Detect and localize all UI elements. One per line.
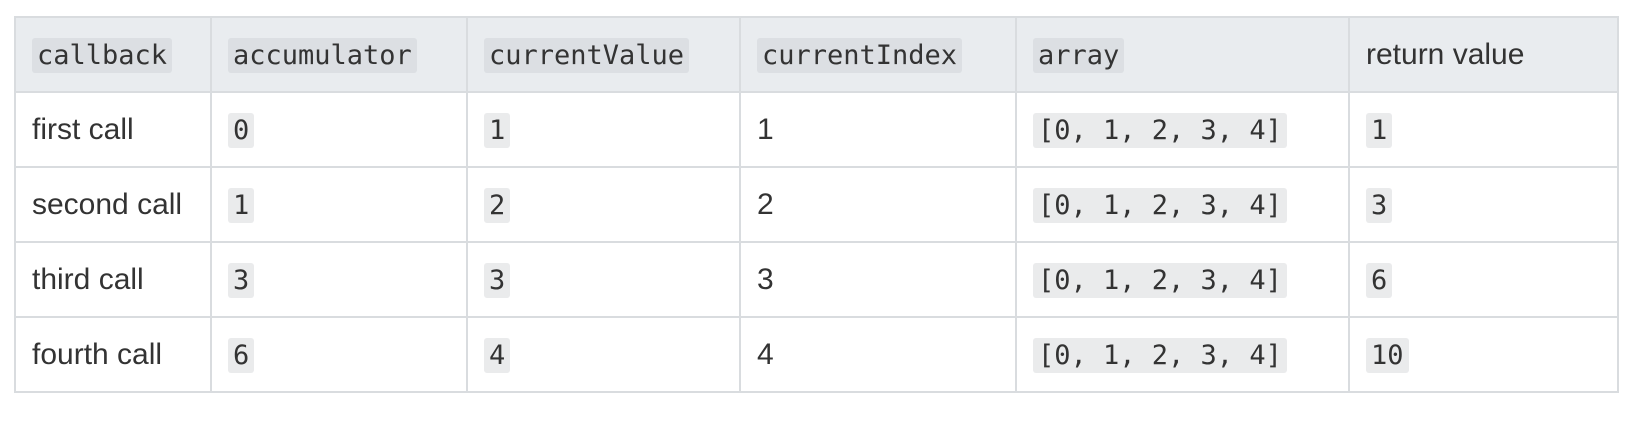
cell-current-value: 1 bbox=[466, 91, 741, 168]
cell-accumulator: 0 bbox=[210, 91, 468, 168]
table-row: first call 0 1 1 [0, 1, 2, 3, 4] 1 bbox=[14, 91, 1619, 168]
header-return-value-text: return value bbox=[1366, 37, 1525, 71]
header-current-value: currentValue bbox=[466, 16, 741, 93]
table-row: fourth call 6 4 4 [0, 1, 2, 3, 4] 10 bbox=[14, 316, 1619, 393]
cell-callback: fourth call bbox=[14, 316, 212, 393]
array-code: [0, 1, 2, 3, 4] bbox=[1033, 187, 1287, 223]
cell-accumulator: 3 bbox=[210, 241, 468, 318]
current-value-code: 2 bbox=[484, 187, 511, 223]
array-code: [0, 1, 2, 3, 4] bbox=[1033, 337, 1287, 373]
cell-current-value: 2 bbox=[466, 166, 741, 243]
header-current-value-code: currentValue bbox=[484, 37, 690, 73]
array-code: [0, 1, 2, 3, 4] bbox=[1033, 112, 1287, 148]
cell-return-value: 3 bbox=[1348, 166, 1619, 243]
accumulator-code: 0 bbox=[228, 112, 255, 148]
cell-array: [0, 1, 2, 3, 4] bbox=[1015, 316, 1350, 393]
table-header-row: callback accumulator currentValue curren… bbox=[14, 16, 1619, 93]
cell-callback: first call bbox=[14, 91, 212, 168]
cell-current-index: 4 bbox=[739, 316, 1017, 393]
cell-array: [0, 1, 2, 3, 4] bbox=[1015, 166, 1350, 243]
header-array: array bbox=[1015, 16, 1350, 93]
header-accumulator: accumulator bbox=[210, 16, 468, 93]
header-array-code: array bbox=[1033, 37, 1125, 73]
header-current-index-code: currentIndex bbox=[757, 37, 963, 73]
header-current-index: currentIndex bbox=[739, 16, 1017, 93]
cell-callback: third call bbox=[14, 241, 212, 318]
cell-return-value: 10 bbox=[1348, 316, 1619, 393]
return-value-code: 1 bbox=[1366, 112, 1393, 148]
current-value-code: 1 bbox=[484, 112, 511, 148]
table-row: third call 3 3 3 [0, 1, 2, 3, 4] 6 bbox=[14, 241, 1619, 318]
current-value-code: 3 bbox=[484, 262, 511, 298]
cell-array: [0, 1, 2, 3, 4] bbox=[1015, 241, 1350, 318]
return-value-code: 10 bbox=[1366, 337, 1409, 373]
cell-current-index: 2 bbox=[739, 166, 1017, 243]
current-value-code: 4 bbox=[484, 337, 511, 373]
accumulator-code: 1 bbox=[228, 187, 255, 223]
header-callback: callback bbox=[14, 16, 212, 93]
cell-current-index: 3 bbox=[739, 241, 1017, 318]
return-value-code: 6 bbox=[1366, 262, 1393, 298]
cell-array: [0, 1, 2, 3, 4] bbox=[1015, 91, 1350, 168]
cell-current-value: 4 bbox=[466, 316, 741, 393]
accumulator-code: 6 bbox=[228, 337, 255, 373]
header-callback-code: callback bbox=[32, 37, 173, 73]
cell-current-index: 1 bbox=[739, 91, 1017, 168]
cell-callback: second call bbox=[14, 166, 212, 243]
reduce-callback-table: callback accumulator currentValue curren… bbox=[14, 16, 1619, 393]
header-accumulator-code: accumulator bbox=[228, 37, 417, 73]
cell-accumulator: 6 bbox=[210, 316, 468, 393]
header-return-value: return value bbox=[1348, 16, 1619, 93]
accumulator-code: 3 bbox=[228, 262, 255, 298]
cell-current-value: 3 bbox=[466, 241, 741, 318]
cell-return-value: 6 bbox=[1348, 241, 1619, 318]
return-value-code: 3 bbox=[1366, 187, 1393, 223]
cell-return-value: 1 bbox=[1348, 91, 1619, 168]
cell-accumulator: 1 bbox=[210, 166, 468, 243]
reduce-callback-table-container: callback accumulator currentValue curren… bbox=[14, 16, 1619, 393]
array-code: [0, 1, 2, 3, 4] bbox=[1033, 262, 1287, 298]
table-row: second call 1 2 2 [0, 1, 2, 3, 4] 3 bbox=[14, 166, 1619, 243]
